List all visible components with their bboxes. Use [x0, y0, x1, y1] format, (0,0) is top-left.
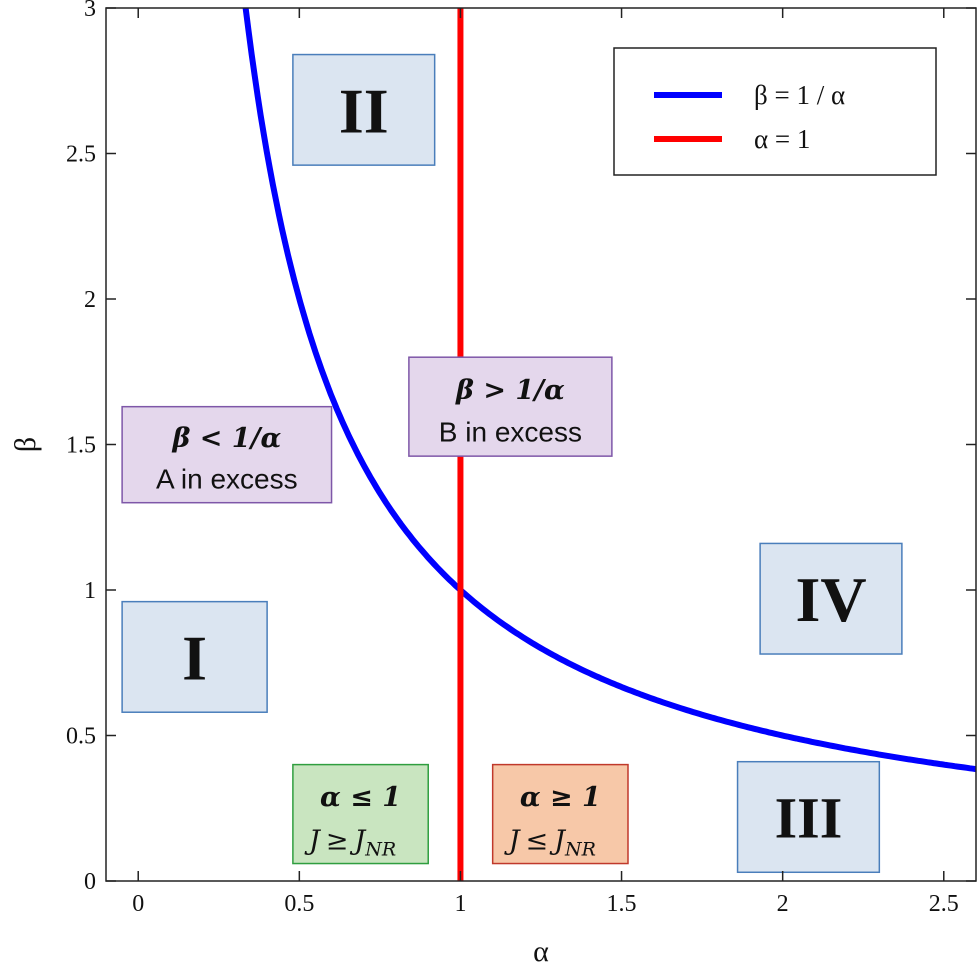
j-relation: J ≥ JNR [304, 826, 396, 861]
legend-box [613, 47, 937, 176]
x-tick-label: 2 [777, 891, 789, 917]
y-tick-label: 2.5 [66, 142, 96, 168]
y-tick-label: 0.5 [66, 724, 96, 750]
condition-math: β < 1/α [171, 423, 281, 454]
condition-text: B in excess [439, 416, 582, 447]
x-tick-label: 0.5 [284, 891, 314, 917]
x-tick-label: 1 [454, 891, 466, 917]
j-relation: J ≤ JNR [504, 826, 596, 861]
condition-box [408, 356, 613, 457]
j-condition-box [491, 763, 629, 865]
j-relation-sub: NR [364, 839, 396, 861]
region-label: II [339, 75, 389, 146]
j-relation-op: ≥ [326, 826, 349, 857]
condition-math: β > 1/α [455, 375, 565, 406]
region-label: III [775, 785, 843, 850]
j-relation-rhs: J [349, 826, 367, 857]
region-box [121, 600, 268, 713]
series-line-reciprocal [242, 8, 976, 773]
region-box [292, 53, 436, 166]
j-relation-op: ≤ [526, 826, 549, 857]
j-relation-rhs: J [549, 826, 567, 857]
region-label: IV [795, 564, 866, 635]
x-tick-label: 0 [132, 891, 144, 917]
y-tick-label: 1 [84, 578, 96, 604]
region-box [736, 760, 881, 874]
y-axis-title: β [9, 437, 42, 452]
j-condition-math: α ≥ 1 [520, 782, 601, 813]
j-relation-lhs: J [504, 826, 522, 857]
condition-text: A in excess [156, 463, 298, 494]
j-condition-box [292, 763, 429, 865]
legend: β = 1 / α α = 1 [613, 47, 937, 176]
condition-box [121, 405, 333, 504]
j-relation-sub: NR [564, 839, 596, 861]
region-box [759, 542, 903, 655]
y-tick-label: 1.5 [66, 433, 96, 459]
legend-label: α = 1 [754, 124, 810, 154]
x-tick-label: 1.5 [607, 891, 637, 917]
region-label: I [182, 622, 207, 693]
x-axis-title: α [533, 935, 549, 968]
x-tick-label: 2.5 [929, 891, 959, 917]
j-relation-lhs: J [304, 826, 322, 857]
legend-label: β = 1 / α [754, 80, 845, 110]
y-tick-label: 3 [84, 0, 96, 22]
y-tick-label: 0 [84, 869, 96, 895]
j-condition-math: α ≤ 1 [320, 782, 401, 813]
y-tick-label: 2 [84, 287, 96, 313]
